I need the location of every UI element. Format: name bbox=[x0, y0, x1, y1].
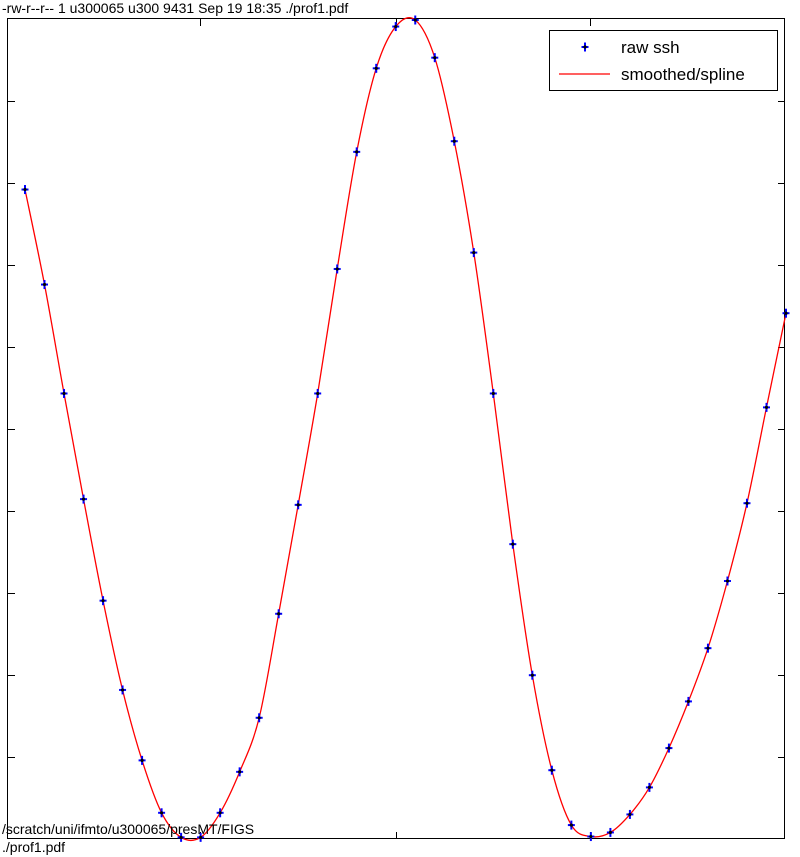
raw-ssh-point bbox=[294, 500, 302, 510]
raw-ssh-point bbox=[119, 685, 127, 695]
raw-ssh-point bbox=[704, 643, 712, 653]
legend-star-marker-icon bbox=[581, 42, 589, 52]
raw-ssh-point bbox=[236, 767, 244, 777]
raw-ssh-markers bbox=[21, 15, 790, 842]
raw-ssh-point bbox=[684, 696, 692, 706]
file-info-header: -rw-r--r-- 1 u300065 u300 9431 Sep 19 18… bbox=[2, 0, 349, 16]
raw-ssh-point bbox=[762, 402, 770, 412]
raw-ssh-point bbox=[626, 809, 634, 819]
raw-ssh-point bbox=[431, 53, 439, 63]
raw-ssh-point bbox=[353, 147, 361, 157]
plot-area bbox=[7, 18, 785, 839]
raw-ssh-point bbox=[177, 832, 185, 842]
raw-ssh-point bbox=[99, 596, 107, 606]
raw-ssh-point bbox=[743, 498, 751, 508]
legend-label-raw-ssh: raw ssh bbox=[621, 38, 680, 57]
footer-path-line-2: ./prof1.pdf bbox=[2, 839, 66, 855]
raw-ssh-point bbox=[509, 539, 517, 549]
raw-ssh-point bbox=[723, 576, 731, 586]
legend-star-icon bbox=[581, 42, 589, 52]
raw-ssh-point bbox=[41, 280, 49, 290]
raw-ssh-point bbox=[372, 63, 380, 73]
raw-ssh-point bbox=[275, 609, 283, 619]
raw-ssh-point bbox=[645, 782, 653, 792]
raw-ssh-point bbox=[158, 808, 166, 818]
raw-ssh-point bbox=[489, 388, 497, 398]
raw-ssh-point bbox=[587, 832, 595, 842]
raw-ssh-point bbox=[21, 185, 29, 195]
raw-ssh-point bbox=[80, 494, 88, 504]
raw-ssh-point bbox=[60, 388, 68, 398]
raw-ssh-point bbox=[197, 832, 205, 842]
legend-box bbox=[549, 30, 778, 91]
raw-ssh-point bbox=[548, 765, 556, 775]
raw-ssh-point bbox=[138, 755, 146, 765]
footer-path-line-1: /scratch/uni/ifmto/u300065/presMT/FIGS bbox=[2, 821, 255, 837]
raw-ssh-point bbox=[450, 136, 458, 146]
raw-ssh-point bbox=[782, 308, 790, 318]
raw-ssh-point bbox=[216, 808, 224, 818]
raw-ssh-point bbox=[528, 670, 536, 680]
raw-ssh-point bbox=[314, 388, 322, 398]
raw-ssh-point bbox=[606, 827, 614, 837]
raw-ssh-point bbox=[411, 15, 419, 25]
legend-label-smoothed-spline: smoothed/spline bbox=[621, 65, 745, 84]
raw-ssh-point bbox=[392, 22, 400, 32]
raw-ssh-point bbox=[470, 248, 478, 258]
legend: raw ssh smoothed/spline bbox=[549, 30, 778, 91]
raw-ssh-point bbox=[333, 264, 341, 274]
raw-ssh-point bbox=[255, 713, 263, 723]
raw-ssh-point bbox=[567, 820, 575, 830]
raw-ssh-point bbox=[665, 743, 673, 753]
